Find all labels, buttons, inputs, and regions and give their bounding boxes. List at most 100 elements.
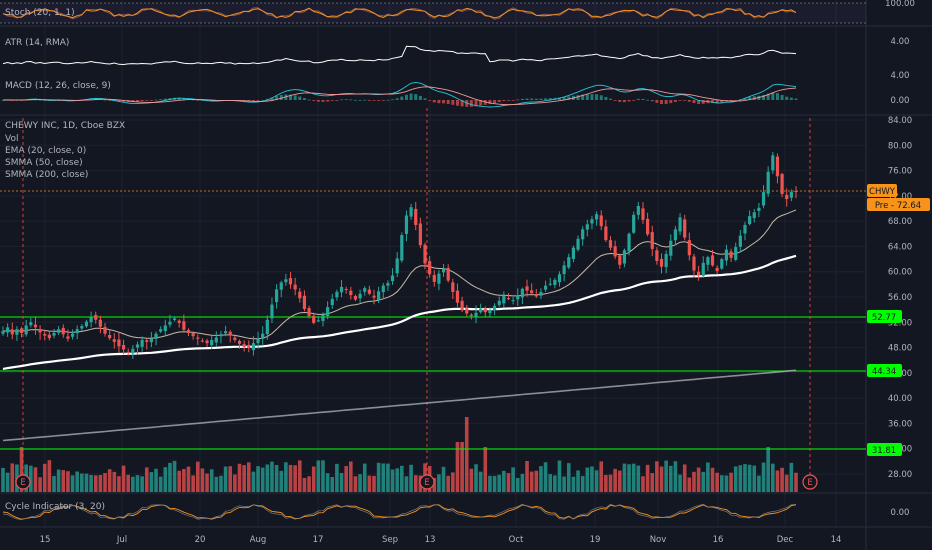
candle-body bbox=[237, 340, 242, 344]
volume-bar bbox=[478, 471, 483, 492]
volume-bar bbox=[761, 462, 766, 492]
volume-bar bbox=[112, 471, 117, 492]
candle-body bbox=[734, 247, 738, 260]
atr-line bbox=[2, 45, 797, 66]
candle-body bbox=[599, 215, 603, 227]
candle-body bbox=[441, 268, 446, 273]
candle-body bbox=[228, 331, 232, 336]
candle-body bbox=[372, 295, 376, 298]
time-tick-label: 16 bbox=[713, 535, 724, 545]
svg-text:44.34: 44.34 bbox=[872, 367, 896, 377]
candle-body bbox=[321, 314, 325, 321]
atr-label[interactable]: ATR (14, RMA) bbox=[5, 38, 69, 48]
earnings-marker[interactable]: E bbox=[15, 474, 31, 490]
candle-body bbox=[789, 192, 793, 198]
volume-bar bbox=[209, 469, 214, 492]
volume-bar bbox=[200, 468, 205, 492]
candle-body bbox=[66, 336, 70, 339]
candle-body bbox=[590, 219, 594, 224]
candle-body bbox=[423, 244, 427, 264]
earnings-marker[interactable]: E bbox=[802, 474, 818, 490]
volume-bar bbox=[56, 469, 61, 492]
candle-body bbox=[29, 322, 33, 326]
volume-bar bbox=[539, 466, 543, 492]
price-axis[interactable]: 84.00 80.00 76.00 72.00 68.00 64.00 60.00 56.00… bbox=[888, 116, 912, 480]
volume-bar bbox=[256, 466, 260, 492]
volume-bar bbox=[307, 476, 311, 492]
macd-hist-bar bbox=[687, 100, 691, 102]
axis-tick: 4.00 bbox=[891, 71, 910, 81]
macd-hist-bar bbox=[363, 99, 367, 101]
macd-hist-bar bbox=[131, 100, 135, 103]
candle-body bbox=[678, 217, 682, 232]
volume-bar bbox=[98, 474, 103, 492]
svg-text:31.81: 31.81 bbox=[872, 446, 896, 456]
price-tick-label: 60.00 bbox=[888, 268, 912, 278]
macd-hist-bar bbox=[632, 100, 636, 101]
volume-bar bbox=[413, 475, 418, 492]
candle-body bbox=[437, 273, 441, 284]
candle-body bbox=[761, 192, 766, 206]
candle-body bbox=[117, 339, 121, 347]
volume-bar bbox=[233, 474, 237, 492]
macd-hist-bar bbox=[358, 99, 362, 101]
legend-vol[interactable]: Vol bbox=[5, 134, 18, 144]
legend-smma200[interactable]: SMMA (200, close) bbox=[5, 170, 88, 180]
symbol-title[interactable]: CHEWY INC, 1D, Cboe BZX bbox=[5, 121, 125, 131]
volume-bar bbox=[38, 477, 42, 492]
volume-bar bbox=[400, 465, 404, 492]
candle-body bbox=[687, 240, 691, 256]
svg-text:E: E bbox=[424, 478, 429, 488]
volume-bar bbox=[441, 466, 446, 492]
volume-bar bbox=[219, 475, 223, 492]
candle-body bbox=[492, 305, 497, 310]
candle-body bbox=[488, 310, 492, 314]
macd-hist-bar bbox=[771, 92, 775, 100]
stoch-label[interactable]: Stoch (20, 1, 1) bbox=[5, 8, 75, 18]
macd-hist-bar bbox=[335, 100, 339, 101]
candle-body bbox=[349, 290, 353, 296]
candle-body bbox=[497, 300, 501, 306]
volume-bar bbox=[330, 476, 335, 492]
volume-bar bbox=[117, 476, 121, 492]
candle-body bbox=[84, 321, 89, 327]
candle-body bbox=[358, 293, 362, 299]
candle-body bbox=[6, 327, 10, 333]
macd-hist-bar bbox=[103, 99, 107, 101]
legend-ema20[interactable]: EMA (20, close, 0) bbox=[5, 146, 86, 156]
time-axis[interactable]: 15 Jul 20 Aug 17 Sep 13 Oct 19 Nov 16 Dec 14 bbox=[40, 535, 842, 545]
candle-body bbox=[530, 290, 534, 294]
legend-smma50[interactable]: SMMA (50, close) bbox=[5, 158, 83, 168]
candle-body bbox=[186, 329, 191, 334]
volume-bar bbox=[52, 475, 56, 492]
candle-body bbox=[298, 291, 302, 299]
earnings-marker[interactable]: E bbox=[419, 474, 435, 490]
volume-bar bbox=[492, 475, 497, 492]
macd-hist-bar bbox=[145, 100, 149, 101]
macd-hist-bar bbox=[428, 100, 432, 101]
candle-body bbox=[200, 340, 205, 342]
volume-bar bbox=[497, 474, 502, 492]
volume-bar bbox=[228, 466, 233, 492]
volume-bar bbox=[506, 473, 511, 492]
candle-body bbox=[729, 251, 733, 258]
candle-body bbox=[52, 333, 56, 336]
cycle-label[interactable]: Cycle Indicator (3, 20) bbox=[5, 502, 105, 512]
candle-body bbox=[757, 207, 761, 211]
macd-label[interactable]: MACD (12, 26, close, 9) bbox=[5, 81, 111, 91]
volume-bar bbox=[733, 466, 738, 492]
macd-hist-bar bbox=[627, 100, 631, 102]
macd-hist-bar bbox=[367, 100, 371, 101]
macd-hist-bar bbox=[525, 98, 529, 100]
macd-hist-bar bbox=[275, 96, 279, 100]
volume-bar bbox=[191, 475, 195, 492]
volume-bar bbox=[335, 463, 339, 492]
volume-bar bbox=[260, 467, 265, 492]
time-tick-label: Nov bbox=[650, 535, 667, 545]
candle-body bbox=[390, 275, 395, 282]
macd-hist-bar bbox=[404, 94, 408, 100]
volume-bar bbox=[687, 477, 692, 492]
price-tick-label: 84.00 bbox=[888, 116, 912, 126]
macd-hist-bar bbox=[312, 100, 316, 101]
